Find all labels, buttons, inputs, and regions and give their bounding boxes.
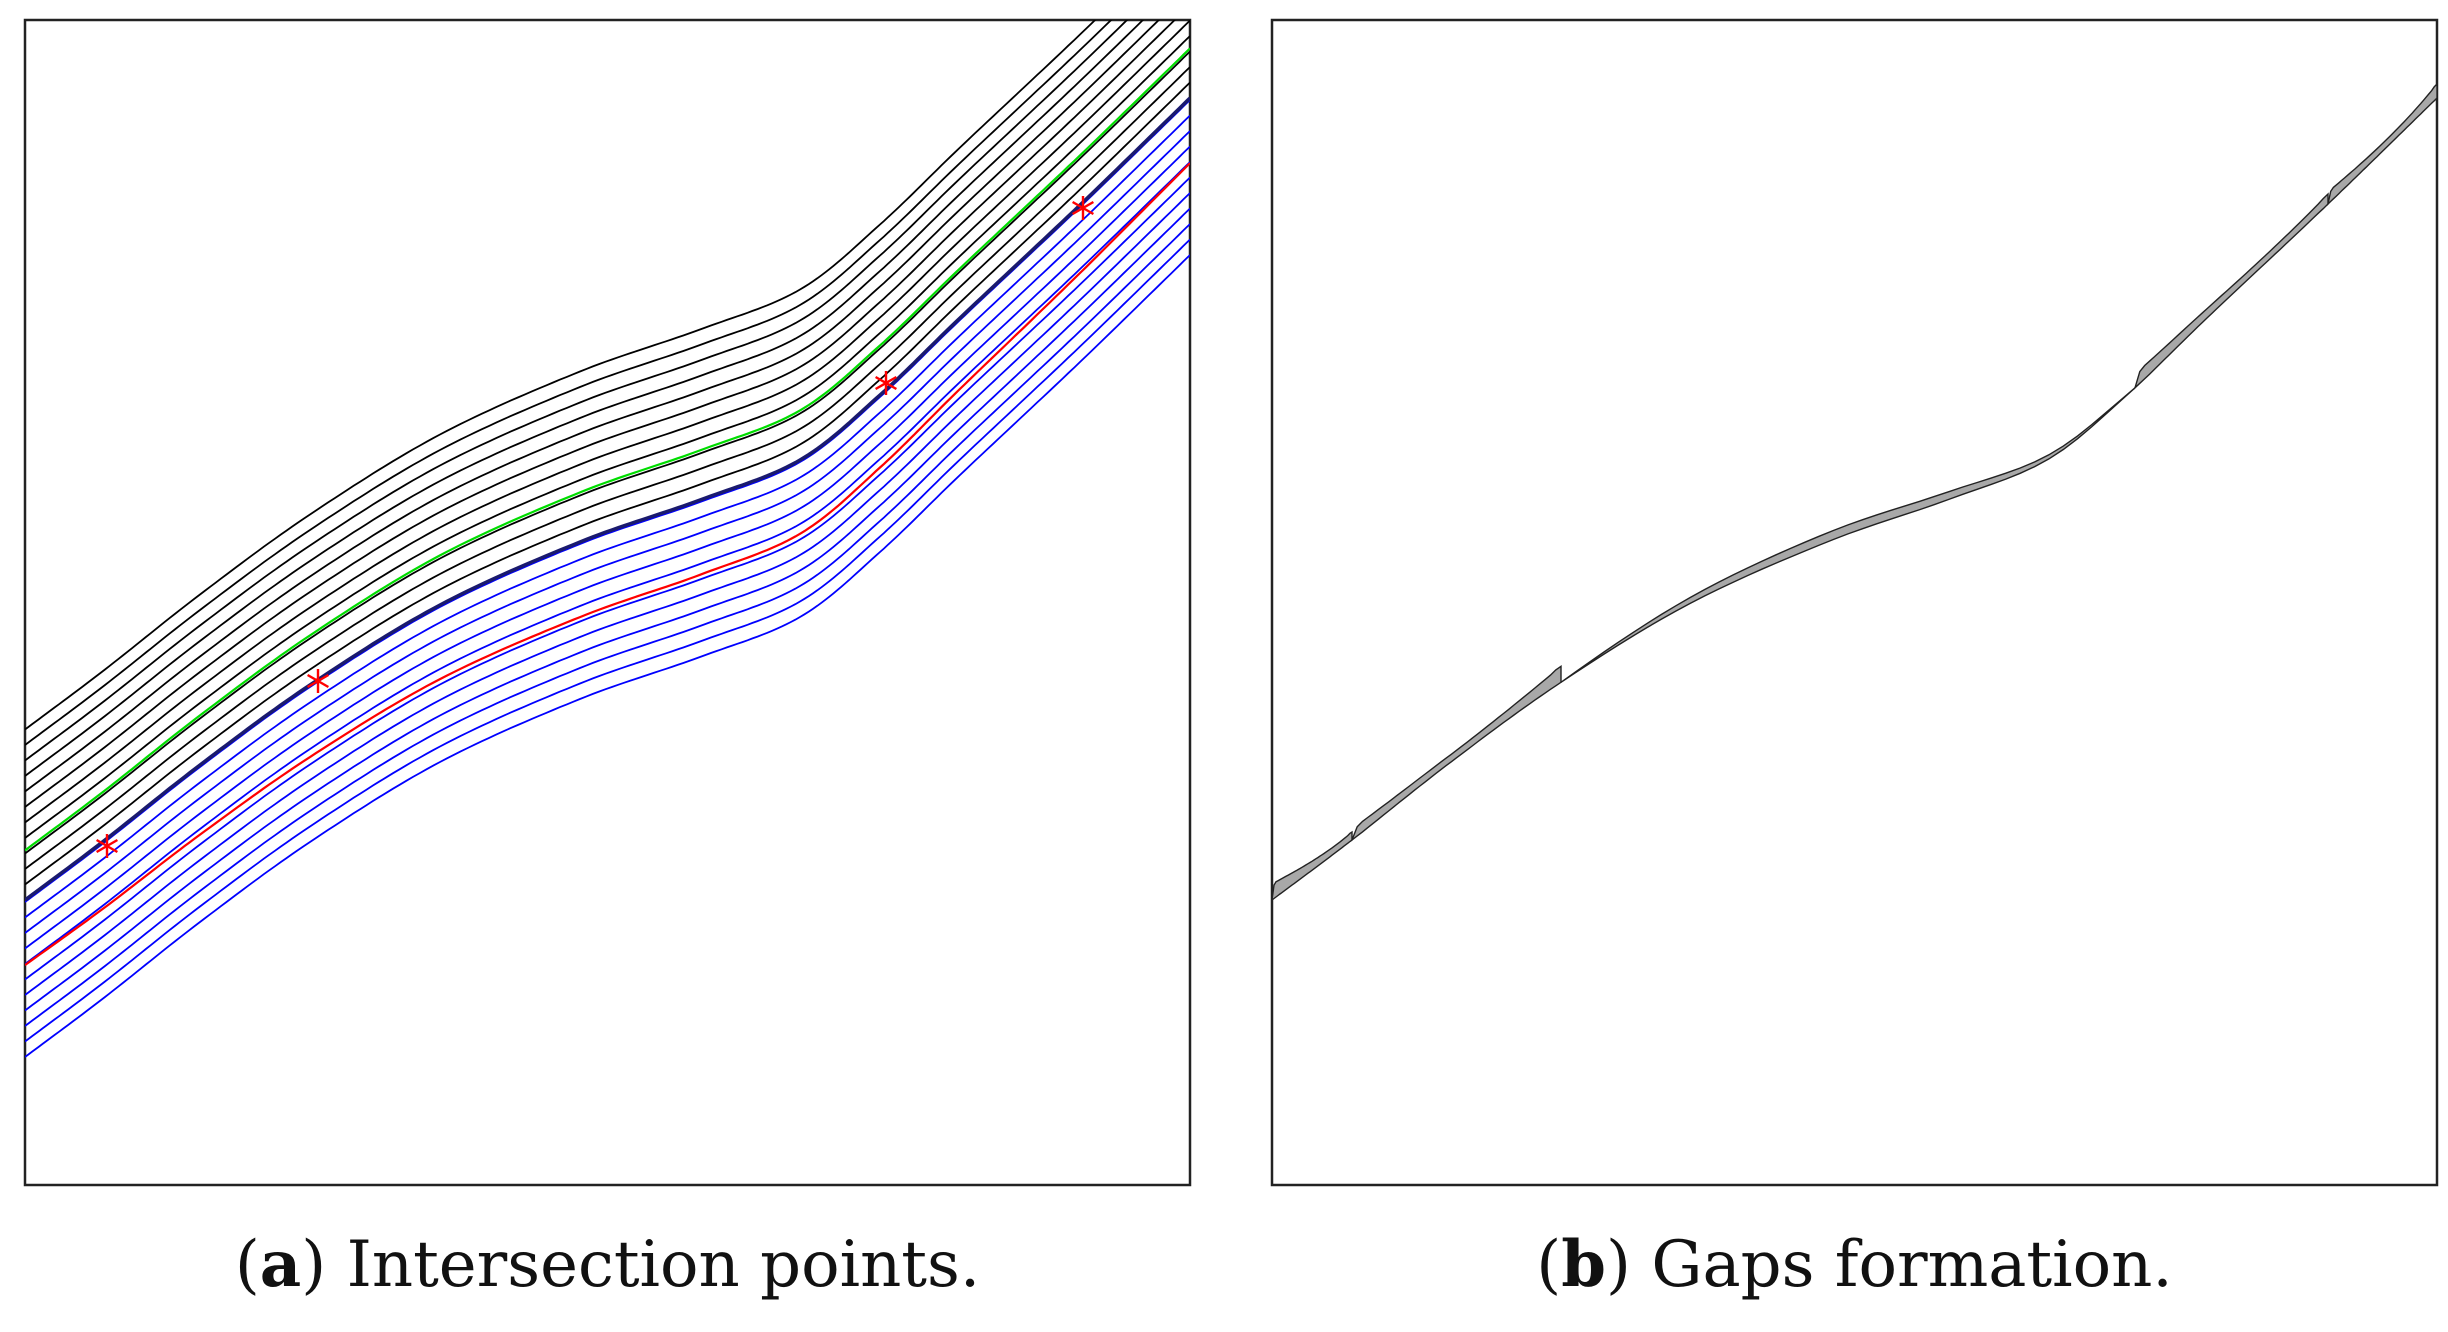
black-curve-1	[25, 81, 1190, 886]
blue-curve-7	[25, 192, 1190, 996]
blue-curve-8	[25, 207, 1190, 1012]
black-curve-8	[25, 20, 1145, 777]
blue-curve-4	[25, 145, 1190, 950]
panel-a-frame	[23, 18, 1192, 1187]
red-curve	[25, 162, 1190, 966]
caption-b-text: Gaps formation.	[1651, 1228, 2173, 1302]
black-curve-6	[25, 20, 1176, 808]
caption-b: (b) Gaps formation.	[1536, 1227, 2173, 1302]
intersection-marker-4	[1072, 196, 1094, 220]
intersection-marker-2	[307, 669, 329, 693]
green-curve	[25, 47, 1190, 852]
black-curve-3	[25, 50, 1190, 855]
caption-b-letter: b	[1561, 1227, 1607, 1302]
black-curve-4	[25, 35, 1190, 839]
black-curve-10	[25, 20, 1113, 746]
panel-b-gaps-formation	[1270, 18, 2439, 1187]
caption-a-letter: a	[259, 1227, 302, 1302]
caption-a: (a) Intersection points.	[234, 1227, 981, 1302]
blue-curve-3	[25, 130, 1190, 934]
intersection-marker-1	[96, 834, 118, 858]
panel-b-frame	[1270, 18, 2439, 1187]
blue-curve-11	[25, 254, 1190, 1058]
gap-sliver-4	[2133, 192, 2329, 391]
blue-curve-6	[25, 176, 1190, 981]
gap-sliver-1	[1272, 830, 1353, 901]
panel-a-intersection-points	[23, 18, 1192, 1187]
boundary-curve	[25, 96, 1190, 902]
black-curve-11	[25, 20, 1097, 731]
black-curve-5	[25, 20, 1190, 824]
black-curve-9	[25, 20, 1129, 762]
blue-curve-9	[25, 223, 1190, 1027]
gap-sliver-2	[1350, 664, 1562, 843]
blue-curve-10	[25, 238, 1190, 1043]
black-curve-7	[25, 20, 1161, 793]
blue-curve-2	[25, 114, 1190, 919]
black-curve-2	[25, 66, 1190, 870]
gap-sliver-5	[2326, 83, 2437, 207]
intersection-marker-3	[875, 371, 897, 395]
caption-a-text: Intersection points.	[346, 1228, 981, 1302]
blue-curve-5	[25, 161, 1190, 965]
